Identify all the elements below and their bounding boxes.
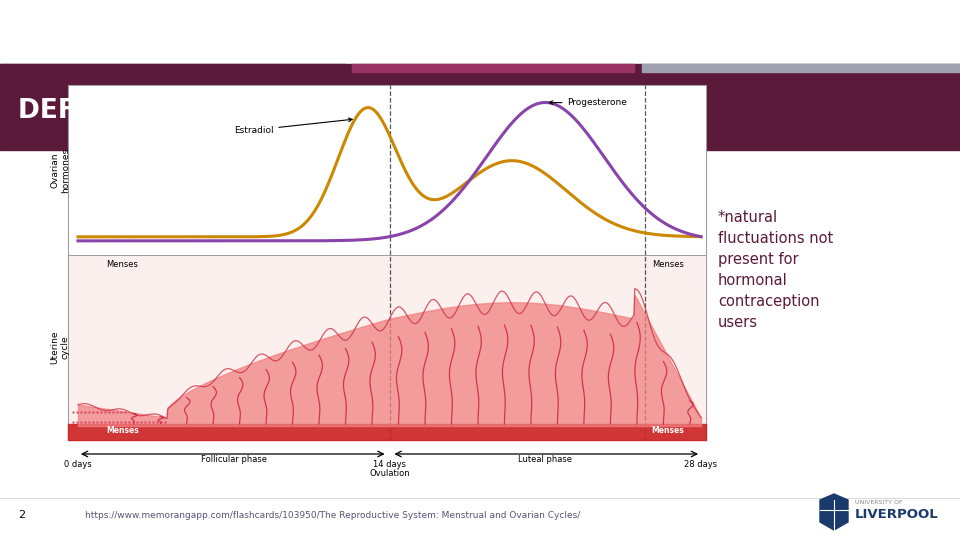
Text: Menses: Menses <box>107 426 139 435</box>
Bar <box>0 64 345 72</box>
Text: Estradiol: Estradiol <box>233 118 352 134</box>
Bar <box>642 64 960 72</box>
Polygon shape <box>820 494 848 530</box>
Text: https://www.memorangapp.com/flashcards/103950/The Reproductive System: Menstrual: https://www.memorangapp.com/flashcards/1… <box>85 510 580 519</box>
Text: Menses: Menses <box>652 260 684 269</box>
Text: *natural
fluctuations not
present for
hormonal
contraception
users: *natural fluctuations not present for ho… <box>718 210 833 330</box>
Bar <box>68 85 706 440</box>
Text: Uterine
cycle: Uterine cycle <box>50 330 70 365</box>
Text: Follicular phase: Follicular phase <box>201 455 267 464</box>
Text: Menses: Menses <box>651 426 684 435</box>
Bar <box>0 64 960 150</box>
Text: DEFINITION OF CYCLE STAGE: DEFINITION OF CYCLE STAGE <box>18 98 444 124</box>
Text: LIVERPOOL: LIVERPOOL <box>855 509 939 522</box>
Bar <box>68 85 706 255</box>
Text: Luteal phase: Luteal phase <box>518 455 572 464</box>
Text: 14 days: 14 days <box>373 460 406 469</box>
Bar <box>352 64 634 72</box>
Text: 28 days: 28 days <box>684 460 717 469</box>
Text: 0 days: 0 days <box>64 460 92 469</box>
Text: Ovulation: Ovulation <box>370 469 410 478</box>
Bar <box>68 255 706 440</box>
Bar <box>68 424 706 440</box>
Text: UNIVERSITY OF: UNIVERSITY OF <box>855 500 902 504</box>
Text: Ovarian
hormones: Ovarian hormones <box>50 147 70 193</box>
Text: Menses: Menses <box>107 260 138 269</box>
Text: 2: 2 <box>18 510 25 520</box>
Text: Progesterone: Progesterone <box>549 98 628 107</box>
